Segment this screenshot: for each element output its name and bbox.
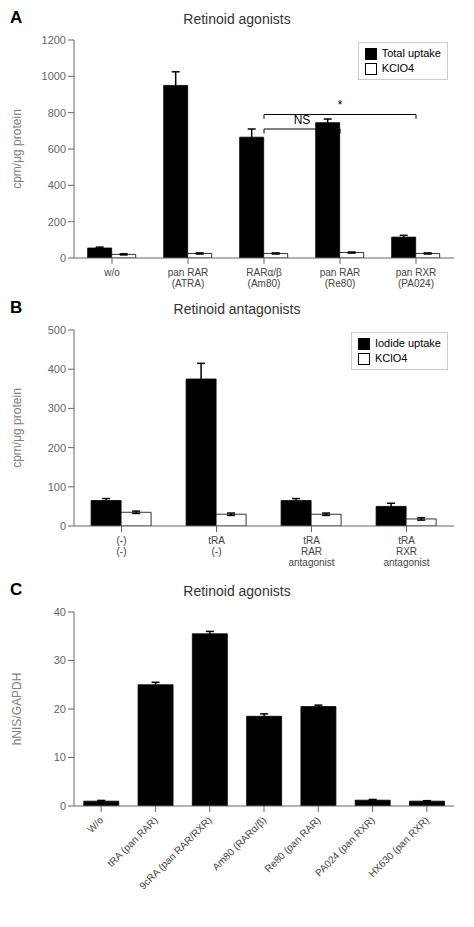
html-text:KClO4: KClO4 [374,352,408,364]
svg-text:PA024 (pan RXR): PA024 (pan RXR) [313,814,377,878]
svg-text:w/o: w/o [103,267,120,278]
svg-text:hNIS/GAPDH: hNIS/GAPDH [10,673,24,746]
svg-text:400: 400 [48,179,66,191]
svg-text:20: 20 [54,703,66,715]
svg-text:1200: 1200 [42,34,66,46]
svg-text:tRA(-): tRA(-) [208,535,225,557]
svg-text:600: 600 [48,143,66,155]
svg-text:300: 300 [48,402,66,414]
html-text:Retinoid agonists: Retinoid agonists [183,11,291,27]
svg-text:tRA (pan RAR): tRA (pan RAR) [105,814,160,869]
html-text:C: C [10,580,23,599]
svg-text:200: 200 [48,442,66,454]
svg-text:pan RXR(PA024): pan RXR(PA024) [396,267,437,289]
svg-text:9cRA (pan RAR/RXR): 9cRA (pan RAR/RXR) [137,814,214,891]
svg-text:cpm/μg protein: cpm/μg protein [10,388,24,468]
svg-text:200: 200 [48,216,66,228]
svg-text:30: 30 [54,654,66,666]
svg-text:100: 100 [48,481,66,493]
html-text:B: B [10,298,23,317]
svg-text:0: 0 [60,800,66,812]
svg-text:RARα/β(Am80): RARα/β(Am80) [246,267,282,289]
svg-text:1000: 1000 [42,70,66,82]
svg-text:500: 500 [48,324,66,336]
svg-text:0: 0 [60,520,66,532]
svg-text:0: 0 [60,252,66,264]
svg-text:400: 400 [48,363,66,375]
html-text:Iodide uptake: Iodide uptake [374,337,441,349]
svg-text:10: 10 [54,751,66,763]
svg-text:W/o: W/o [85,814,106,835]
svg-text:cpm/μg protein: cpm/μg protein [10,109,24,189]
svg-text:NS: NS [294,113,311,127]
svg-text:*: * [338,98,343,112]
svg-text:tRARXRantagonist: tRARXRantagonist [383,535,429,568]
html-text:Retinoid antagonists: Retinoid antagonists [173,301,301,317]
svg-text:HX630 (pan RXR): HX630 (pan RXR) [366,814,431,879]
html-text:A: A [10,8,23,27]
svg-text:40: 40 [54,606,66,618]
html-text:Retinoid agonists: Retinoid agonists [183,583,291,599]
svg-text:pan RAR(Re80): pan RAR(Re80) [320,267,361,289]
html-text:KClO4: KClO4 [381,62,415,74]
html-text:Total uptake: Total uptake [381,47,441,59]
svg-text:Re80 (pan RAR): Re80 (pan RAR) [262,814,322,874]
svg-text:800: 800 [48,107,66,119]
svg-text:(-)(-): (-)(-) [117,535,127,557]
svg-text:pan RAR(ATRA): pan RAR(ATRA) [168,267,209,289]
svg-text:tRARARantagonist: tRARARantagonist [288,535,334,568]
svg-text:Am80 (RARα/β): Am80 (RARα/β) [210,814,268,872]
